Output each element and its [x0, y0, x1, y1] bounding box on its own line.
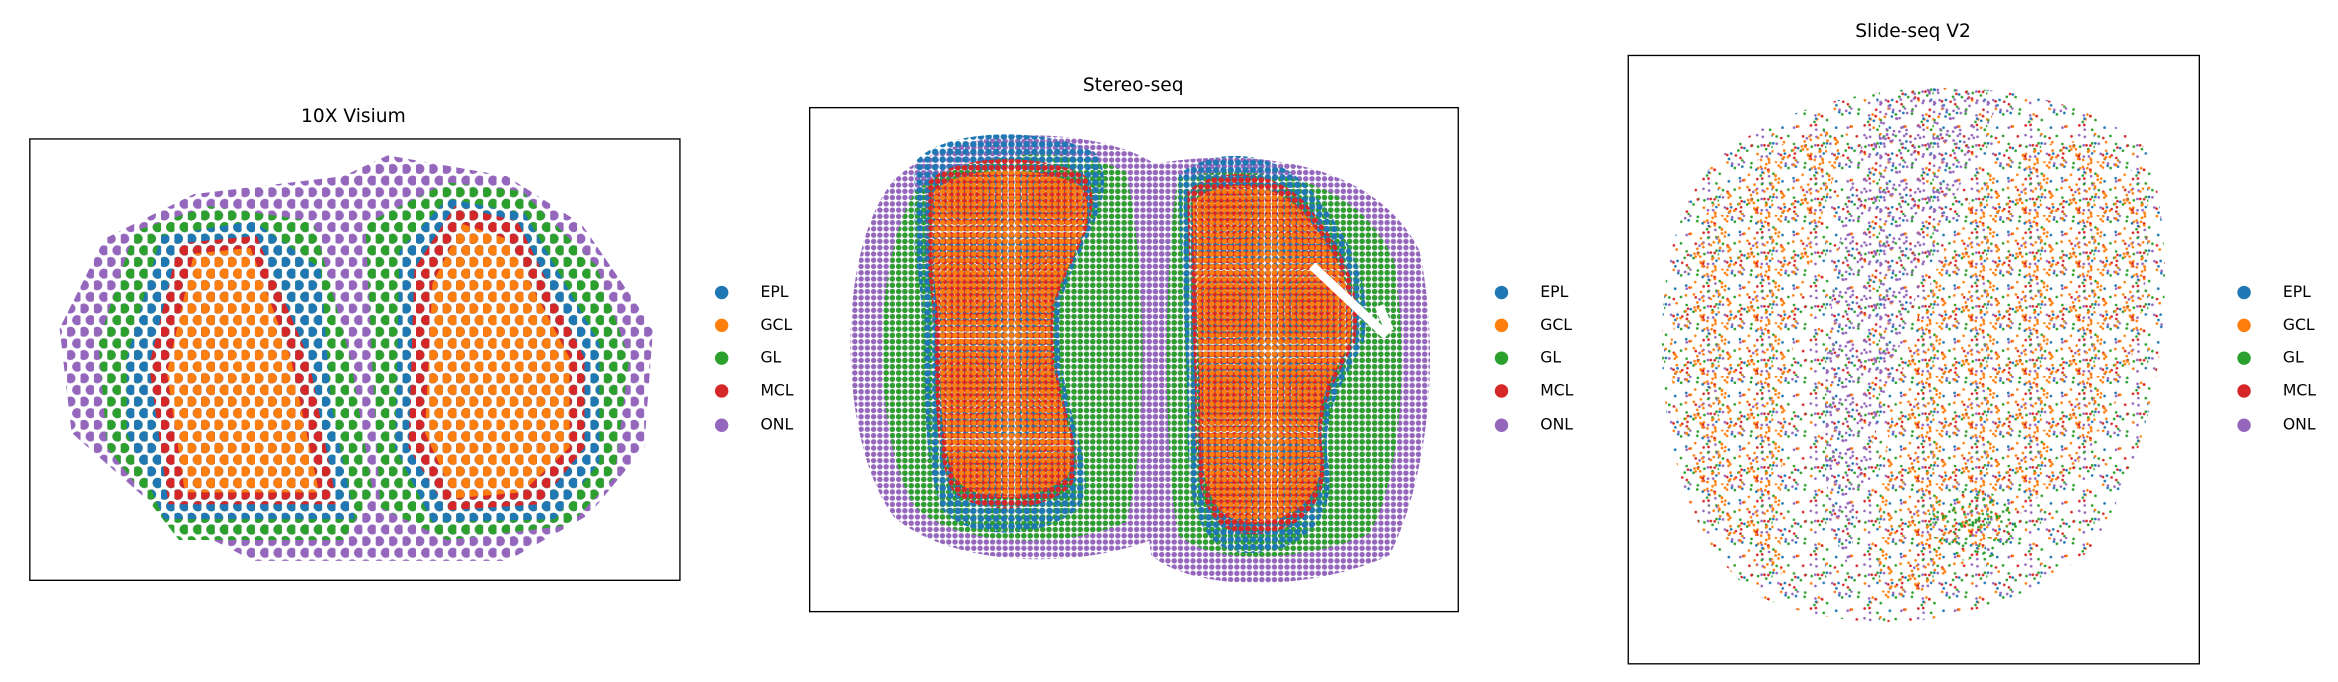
- gcl-region: [424, 223, 570, 499]
- axes-frame: [29, 138, 681, 581]
- stereo-tissue: [850, 134, 1431, 583]
- legend-marker: [1494, 418, 1509, 432]
- legend-label: GL: [1540, 348, 1561, 367]
- legend-label: EPL: [2283, 282, 2311, 301]
- gl-region: [1926, 489, 2016, 561]
- legend-label: EPL: [1540, 282, 1568, 301]
- legend-label: ONL: [2283, 415, 2316, 434]
- legend-marker: [2237, 384, 2251, 398]
- legend-marker: [2237, 285, 2251, 300]
- gcl-region: [167, 247, 320, 493]
- legend-label: EPL: [760, 282, 788, 301]
- legend-label: GL: [2283, 348, 2304, 367]
- slideseq-tissue: [1661, 87, 2165, 622]
- legend-label: MCL: [760, 380, 793, 399]
- gcl-region: [1670, 130, 1849, 582]
- legend-label: GCL: [1540, 315, 1572, 334]
- legend-marker: [1494, 351, 1509, 365]
- legend-marker: [2237, 418, 2251, 432]
- legend-marker: [714, 384, 729, 398]
- legend-marker: [1494, 318, 1509, 333]
- legend-marker: [2237, 318, 2251, 333]
- legend-label: GL: [760, 348, 781, 367]
- legend-marker: [1494, 384, 1509, 398]
- panel-title: 10X Visium: [301, 106, 406, 127]
- tissue-tear: [1309, 262, 1394, 340]
- visium-tissue: [59, 155, 654, 561]
- panel-title: Stereo-seq: [1083, 75, 1184, 96]
- gcl-region: [931, 170, 1088, 498]
- legend-label: GCL: [2283, 315, 2315, 334]
- legend-marker: [714, 351, 729, 365]
- axes-frame: [1627, 54, 2201, 665]
- legend-marker: [714, 285, 729, 300]
- panel-title: Slide-seq V2: [1855, 21, 1971, 42]
- legend-label: MCL: [1540, 380, 1573, 399]
- legend-label: MCL: [2283, 380, 2316, 399]
- legend-label: ONL: [1540, 415, 1573, 434]
- legend-marker: [714, 318, 729, 333]
- onl-region: [1823, 88, 1999, 567]
- legend-marker: [2237, 351, 2251, 365]
- legend-marker: [714, 418, 729, 432]
- legend-marker: [1494, 285, 1509, 300]
- axes-frame: [808, 106, 1459, 613]
- legend-label: GCL: [760, 315, 792, 334]
- legend-label: ONL: [760, 415, 793, 434]
- gcl-region: [1877, 141, 2149, 600]
